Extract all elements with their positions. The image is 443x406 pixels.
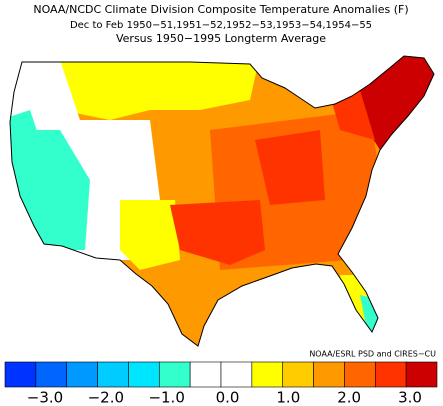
legend-swatch — [4, 361, 37, 388]
subtitle: Dec to Feb 1950−51,1951−52,1952−53,1953−… — [70, 20, 372, 31]
legend-swatch — [251, 361, 284, 388]
legend-label: −1.0 — [148, 389, 184, 406]
map-outline — [9, 55, 435, 347]
legend-swatch — [158, 361, 191, 388]
legend-swatch — [282, 361, 314, 388]
legend-swatch — [66, 361, 98, 388]
title: NOAA/NCDC Climate Division Composite Tem… — [33, 3, 408, 16]
legend-label: −3.0 — [27, 389, 63, 406]
map — [10, 56, 434, 346]
legend-swatch — [405, 361, 438, 388]
legend-swatch — [128, 361, 160, 388]
legend-label: 2.0 — [337, 389, 361, 406]
legend-swatch — [313, 361, 345, 388]
legend-label: −2.0 — [88, 389, 124, 406]
legend-swatch — [35, 361, 68, 388]
legend-label: 1.0 — [276, 389, 300, 406]
legend-swatch — [189, 361, 222, 388]
legend-swatch — [97, 361, 129, 388]
subtitle: Versus 1950−1995 Longterm Average — [116, 32, 326, 45]
legend-swatch — [344, 361, 376, 388]
legend-swatch — [374, 361, 407, 388]
legend-swatch — [220, 361, 253, 388]
legend-label: 3.0 — [398, 389, 422, 406]
credit: NOAA/ESRL PSD and CIRES−CU — [309, 350, 436, 359]
legend-label: 0.0 — [216, 389, 240, 406]
colorbar: −3.0 −2.0 −1.0 0.0 1.0 2.0 3.0 — [4, 361, 438, 406]
